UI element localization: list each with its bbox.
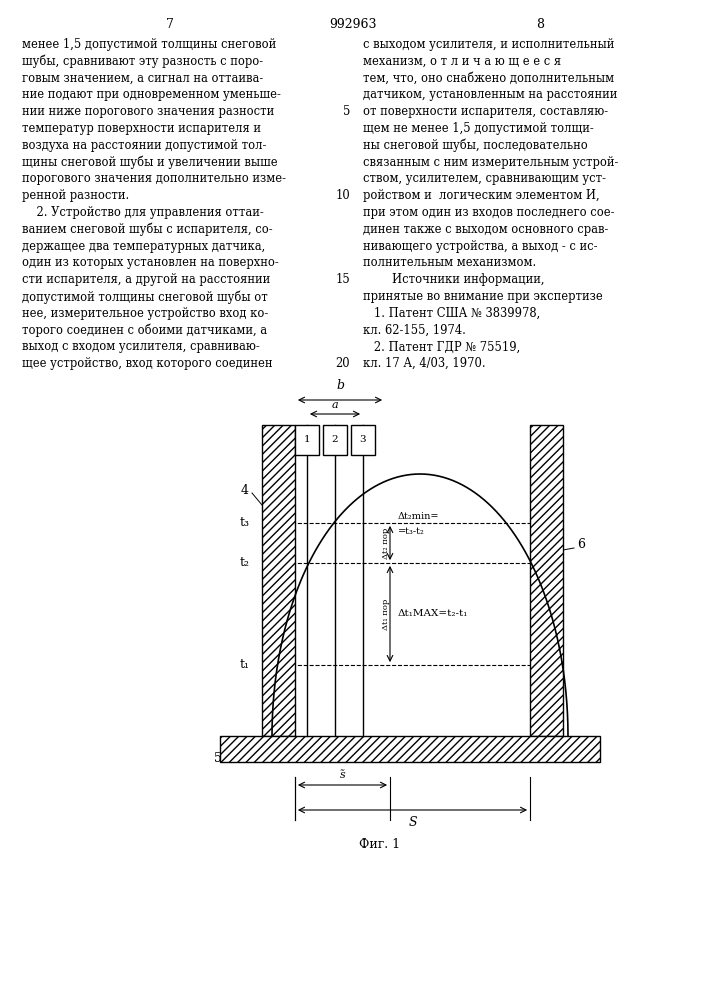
Bar xyxy=(262,425,295,736)
Text: шубы, сравнивают эту разность с поро-: шубы, сравнивают эту разность с поро- xyxy=(22,55,263,68)
Text: выход с входом усилителя, сравниваю-: выход с входом усилителя, сравниваю- xyxy=(22,340,259,353)
Text: нии ниже порогового значения разности: нии ниже порогового значения разности xyxy=(22,105,274,118)
Text: t₂: t₂ xyxy=(240,556,250,570)
Text: щины снеговой шубы и увеличении выше: щины снеговой шубы и увеличении выше xyxy=(22,156,278,169)
Text: 6: 6 xyxy=(577,538,585,552)
Text: один из которых установлен на поверхно-: один из которых установлен на поверхно- xyxy=(22,256,279,269)
Text: ванием снеговой шубы с испарителя, со-: ванием снеговой шубы с испарителя, со- xyxy=(22,223,273,236)
Text: воздуха на расстоянии допустимой тол-: воздуха на расстоянии допустимой тол- xyxy=(22,139,267,152)
Text: ние подают при одновременном уменьше-: ние подают при одновременном уменьше- xyxy=(22,88,281,101)
Text: связанным с ним измерительным устрой-: связанным с ним измерительным устрой- xyxy=(363,156,619,169)
Text: ройством и  логическим элементом И,: ройством и логическим элементом И, xyxy=(363,189,600,202)
Text: 2. Устройство для управления оттаи-: 2. Устройство для управления оттаи- xyxy=(22,206,264,219)
Text: говым значением, а сигнал на оттаива-: говым значением, а сигнал на оттаива- xyxy=(22,72,263,85)
Text: 5: 5 xyxy=(343,105,350,118)
Text: Источники информации,: Источники информации, xyxy=(363,273,544,286)
Text: ренной разности.: ренной разности. xyxy=(22,189,129,202)
Text: принятые во внимание при экспертизе: принятые во внимание при экспертизе xyxy=(363,290,603,303)
Text: тем, что, оно снабжено дополнительным: тем, что, оно снабжено дополнительным xyxy=(363,72,614,85)
Text: торого соединен с обоими датчиками, а: торого соединен с обоими датчиками, а xyxy=(22,324,267,337)
Text: 15: 15 xyxy=(335,273,350,286)
Text: 7: 7 xyxy=(166,18,174,31)
Text: менее 1,5 допустимой толщины снеговой: менее 1,5 допустимой толщины снеговой xyxy=(22,38,276,51)
Text: 4: 4 xyxy=(241,484,249,496)
Bar xyxy=(220,736,600,762)
Text: допустимой толщины снеговой шубы от: допустимой толщины снеговой шубы от xyxy=(22,290,268,304)
Text: S: S xyxy=(408,816,417,829)
Text: =t₃-t₂: =t₃-t₂ xyxy=(398,527,425,536)
Bar xyxy=(351,425,375,455)
Text: нивающего устройства, а выход - с ис-: нивающего устройства, а выход - с ис- xyxy=(363,240,597,253)
Text: a: a xyxy=(332,400,339,410)
Text: 20: 20 xyxy=(335,357,350,370)
Text: механизм, о т л и ч а ю щ е е с я: механизм, о т л и ч а ю щ е е с я xyxy=(363,55,561,68)
Text: s̃: s̃ xyxy=(339,770,346,780)
Text: сти испарителя, а другой на расстоянии: сти испарителя, а другой на расстоянии xyxy=(22,273,270,286)
Bar xyxy=(323,425,347,455)
Text: датчиком, установленным на расстоянии: датчиком, установленным на расстоянии xyxy=(363,88,617,101)
Text: порогового значения дополнительно изме-: порогового значения дополнительно изме- xyxy=(22,172,286,185)
Text: нее, измерительное устройство вход ко-: нее, измерительное устройство вход ко- xyxy=(22,307,268,320)
Text: Δt₂ пор: Δt₂ пор xyxy=(382,527,390,559)
Text: 10: 10 xyxy=(335,189,350,202)
Text: Фиг. 1: Фиг. 1 xyxy=(359,838,401,852)
Text: полнительным механизмом.: полнительным механизмом. xyxy=(363,256,536,269)
Text: 2: 2 xyxy=(332,436,339,444)
Text: щем не менее 1,5 допустимой толщи-: щем не менее 1,5 допустимой толщи- xyxy=(363,122,594,135)
Text: кл. 17 А, 4/03, 1970.: кл. 17 А, 4/03, 1970. xyxy=(363,357,486,370)
Text: температур поверхности испарителя и: температур поверхности испарителя и xyxy=(22,122,261,135)
Text: Δt₁MAX=t₂-t₁: Δt₁MAX=t₂-t₁ xyxy=(398,609,468,618)
Text: с выходом усилителя, и исполнительный: с выходом усилителя, и исполнительный xyxy=(363,38,614,51)
Text: динен также с выходом основного срав-: динен также с выходом основного срав- xyxy=(363,223,609,236)
Text: 8: 8 xyxy=(536,18,544,31)
Text: b: b xyxy=(336,379,344,392)
Bar xyxy=(295,425,319,455)
Text: ны снеговой шубы, последовательно: ны снеговой шубы, последовательно xyxy=(363,139,588,152)
Text: t₃: t₃ xyxy=(240,516,250,530)
Text: 1: 1 xyxy=(304,436,310,444)
Text: ством, усилителем, сравнивающим уст-: ством, усилителем, сравнивающим уст- xyxy=(363,172,606,185)
Text: 3: 3 xyxy=(360,436,366,444)
Text: Δt₂min=: Δt₂min= xyxy=(398,512,440,521)
Text: 992963: 992963 xyxy=(329,18,377,31)
Text: 2. Патент ГДР № 75519,: 2. Патент ГДР № 75519, xyxy=(363,340,520,353)
Text: от поверхности испарителя, составляю-: от поверхности испарителя, составляю- xyxy=(363,105,608,118)
Bar xyxy=(530,425,563,736)
Text: Δt₁ пор: Δt₁ пор xyxy=(382,598,390,630)
Text: t₁: t₁ xyxy=(240,658,250,672)
Text: 5: 5 xyxy=(214,752,222,764)
Text: при этом один из входов последнего сое-: при этом один из входов последнего сое- xyxy=(363,206,614,219)
Text: держащее два температурных датчика,: держащее два температурных датчика, xyxy=(22,240,265,253)
Text: 1. Патент США № 3839978,: 1. Патент США № 3839978, xyxy=(363,307,540,320)
Text: щее устройство, вход которого соединен: щее устройство, вход которого соединен xyxy=(22,357,272,370)
Text: кл. 62-155, 1974.: кл. 62-155, 1974. xyxy=(363,324,466,337)
